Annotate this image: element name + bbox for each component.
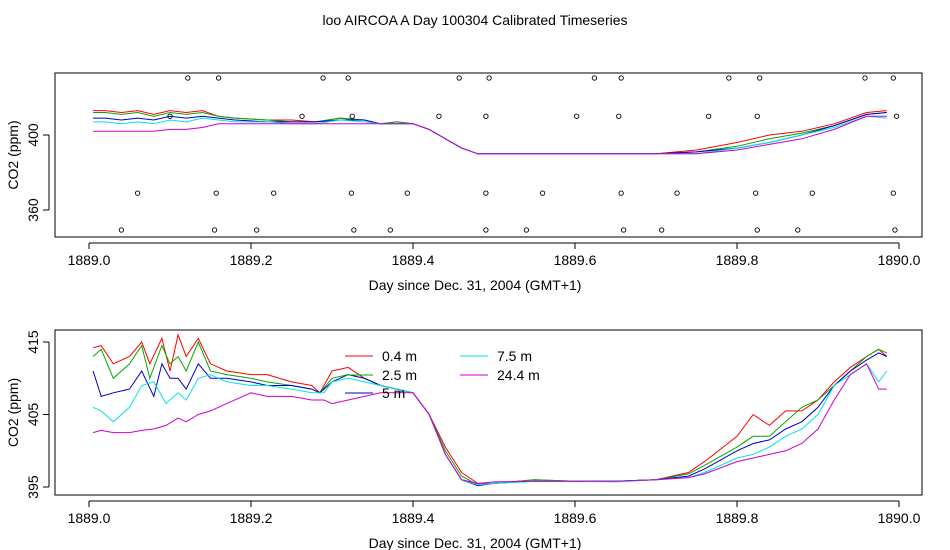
- cal-point: [483, 113, 489, 119]
- cal-point: [618, 75, 624, 81]
- x-tick-label: 1889.6: [554, 510, 597, 526]
- plot-frame: [54, 329, 923, 496]
- cal-point: [436, 113, 442, 119]
- cal-point: [890, 75, 896, 81]
- x-tick-label: 1889.8: [716, 252, 759, 268]
- cal-point: [299, 113, 305, 119]
- bottom-panel: 1889.0 1889.2 1889.4 1889.6 1889.8 1890.0 Day …: [5, 329, 923, 550]
- cal-point: [890, 190, 896, 196]
- x-tick-label: 1889.4: [392, 252, 435, 268]
- cal-point: [351, 227, 357, 233]
- cal-point: [726, 75, 732, 81]
- figure-title: loo AIRCOA A Day 100304 Calibrated Times…: [322, 12, 627, 28]
- cal-point: [674, 190, 680, 196]
- cal-point: [348, 190, 355, 196]
- cal-point: [387, 227, 393, 233]
- x-tick-label: 1889.0: [68, 252, 111, 268]
- cal-point: [752, 190, 759, 196]
- series-group: [92, 333, 888, 487]
- cal-point: [523, 227, 530, 233]
- cal-point: [706, 113, 712, 119]
- cal-point: [754, 113, 760, 119]
- cal-point: [809, 190, 815, 196]
- legend: 0.4 m 2.5 m 5 m 7.5 m 24.4 m: [345, 348, 540, 401]
- cal-point: [616, 113, 622, 119]
- series-line-244m: [93, 115, 887, 155]
- series-line-04m: [92, 333, 888, 484]
- y-tick-label: 415: [25, 330, 41, 354]
- cal-point: [211, 227, 218, 233]
- cal-point: [892, 227, 898, 233]
- cal-point: [659, 227, 665, 233]
- x-axis-label: Day since Dec. 31, 2004 (GMT+1): [369, 277, 582, 293]
- cal-point: [757, 75, 763, 81]
- cal-point: [483, 227, 489, 233]
- series-line-244m: [92, 363, 887, 484]
- legend-label: 5 m: [382, 385, 405, 401]
- cal-point: [456, 75, 462, 81]
- y-tick-label: 395: [25, 475, 41, 499]
- x-tick-label: 1889.4: [392, 510, 435, 526]
- cal-point: [573, 113, 580, 119]
- y-tick-label: 405: [25, 403, 41, 427]
- cal-point: [893, 113, 900, 119]
- series-line-25m: [93, 111, 887, 155]
- x-tick-label: 1890.0: [878, 252, 921, 268]
- cal-point: [591, 75, 598, 81]
- y-tick-label: 360: [25, 198, 41, 222]
- x-tick-label: 1889.8: [716, 510, 759, 526]
- plot-frame: [54, 72, 923, 238]
- cal-point: [320, 75, 326, 81]
- series-group: [93, 110, 887, 155]
- cal-point: [618, 190, 624, 196]
- cal-point: [215, 75, 222, 81]
- cal-point: [486, 75, 492, 81]
- x-tick-label: 1889.2: [230, 510, 273, 526]
- cal-point: [167, 113, 173, 119]
- series-line-25m: [92, 340, 888, 486]
- cal-point: [254, 227, 260, 233]
- x-axis-label: Day since Dec. 31, 2004 (GMT+1): [369, 535, 582, 550]
- cal-point: [118, 227, 125, 233]
- cal-point: [134, 190, 141, 196]
- legend-label: 2.5 m: [382, 367, 417, 383]
- cal-point: [483, 190, 489, 196]
- cal-point: [862, 75, 868, 81]
- cal-point: [271, 190, 277, 196]
- cal-point: [185, 75, 191, 81]
- cal-point: [213, 190, 219, 196]
- y-axis-label: CO2 (ppm): [5, 120, 21, 189]
- series-line-5m: [92, 352, 888, 487]
- x-tick-label: 1889.6: [554, 252, 597, 268]
- y-axis-label: CO2 (ppm): [5, 378, 21, 447]
- x-tick-label: 1889.2: [230, 252, 273, 268]
- legend-label: 24.4 m: [497, 367, 540, 383]
- cal-point: [754, 227, 760, 233]
- x-tick-label: 1890.0: [878, 510, 921, 526]
- y-tick-label: 400: [25, 123, 41, 147]
- cal-point: [345, 75, 351, 81]
- x-tick-label: 1889.0: [68, 510, 111, 526]
- series-line-5m: [93, 112, 887, 155]
- cal-point: [349, 113, 355, 119]
- cal-point: [620, 227, 627, 233]
- cal-point: [795, 227, 801, 233]
- cal-point: [539, 190, 546, 196]
- top-panel: 1889.0 1889.2 1889.4 1889.6 1889.8 1890.0 Day …: [5, 72, 923, 293]
- cal-point: [404, 190, 410, 196]
- legend-label: 7.5 m: [497, 348, 532, 364]
- legend-label: 0.4 m: [382, 348, 417, 364]
